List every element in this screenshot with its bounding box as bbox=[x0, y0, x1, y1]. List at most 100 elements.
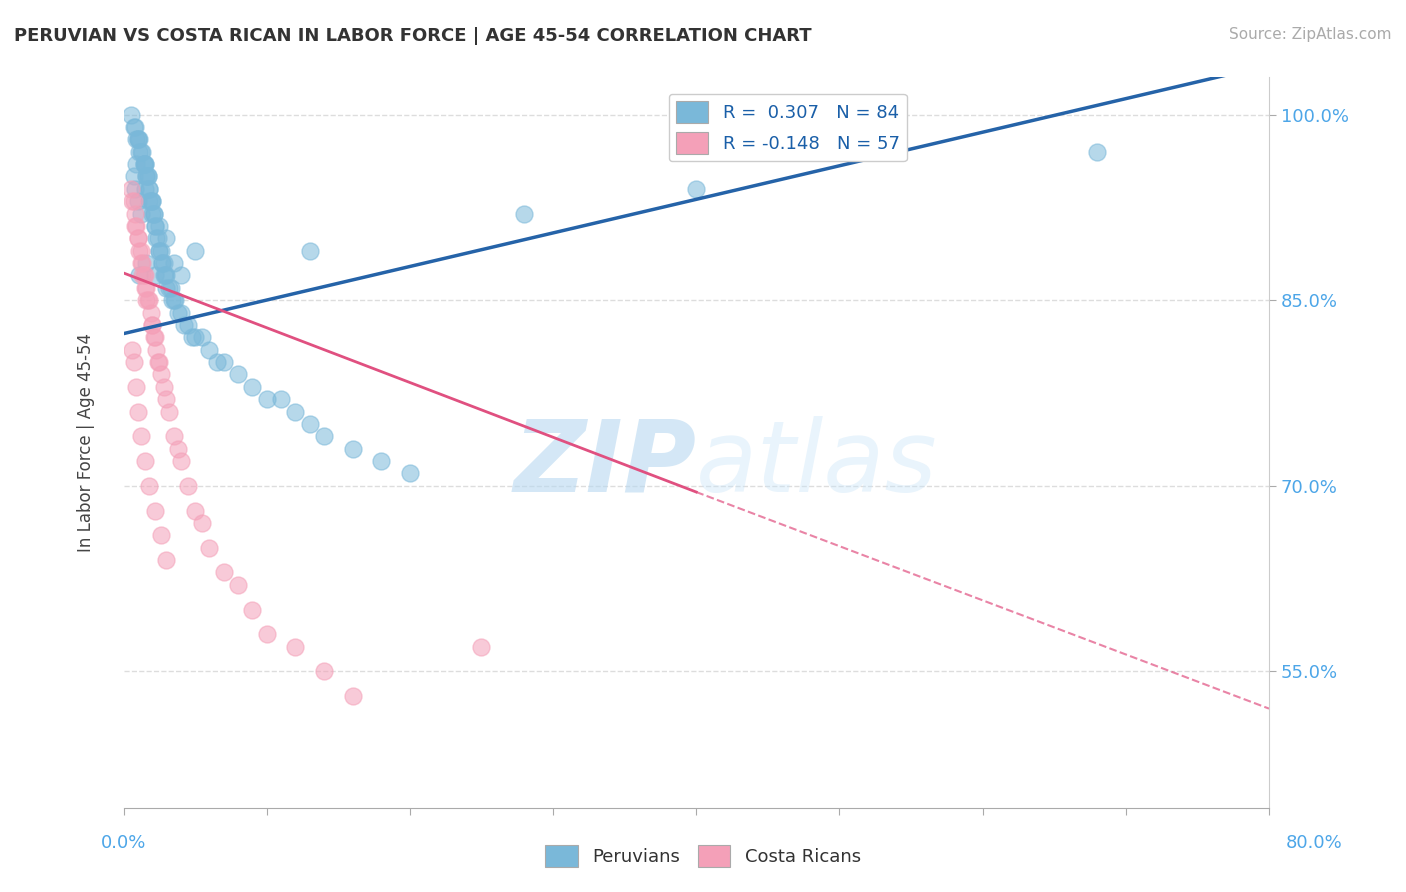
Point bbox=[131, 145, 153, 159]
Point bbox=[205, 355, 228, 369]
Point bbox=[131, 256, 153, 270]
Point bbox=[127, 132, 149, 146]
Point bbox=[177, 318, 200, 332]
Point bbox=[125, 380, 148, 394]
Point bbox=[212, 355, 235, 369]
Point bbox=[122, 120, 145, 134]
Point bbox=[134, 281, 156, 295]
Point bbox=[256, 392, 278, 407]
Point bbox=[125, 219, 148, 233]
Point bbox=[152, 380, 174, 394]
Point bbox=[162, 256, 184, 270]
Point bbox=[138, 182, 160, 196]
Point bbox=[134, 268, 156, 283]
Legend: Peruvians, Costa Ricans: Peruvians, Costa Ricans bbox=[538, 838, 868, 874]
Point bbox=[124, 120, 146, 134]
Point bbox=[146, 231, 169, 245]
Point bbox=[148, 244, 170, 258]
Text: PERUVIAN VS COSTA RICAN IN LABOR FORCE | AGE 45-54 CORRELATION CHART: PERUVIAN VS COSTA RICAN IN LABOR FORCE |… bbox=[14, 27, 811, 45]
Point bbox=[129, 206, 152, 220]
Point bbox=[141, 318, 163, 332]
Point bbox=[370, 454, 392, 468]
Point bbox=[138, 293, 160, 308]
Point bbox=[124, 206, 146, 220]
Point bbox=[1085, 145, 1108, 159]
Point bbox=[120, 182, 142, 196]
Text: atlas: atlas bbox=[696, 416, 938, 513]
Point bbox=[128, 132, 150, 146]
Point bbox=[134, 157, 156, 171]
Point bbox=[170, 268, 193, 283]
Text: 0.0%: 0.0% bbox=[101, 834, 146, 852]
Point bbox=[181, 330, 204, 344]
Point bbox=[146, 355, 169, 369]
Point bbox=[124, 219, 146, 233]
Point bbox=[155, 268, 177, 283]
Point bbox=[150, 256, 173, 270]
Point bbox=[160, 293, 183, 308]
Point bbox=[167, 305, 190, 319]
Point bbox=[134, 157, 156, 171]
Point bbox=[226, 578, 249, 592]
Point bbox=[143, 219, 166, 233]
Text: ZIP: ZIP bbox=[513, 416, 696, 513]
Point bbox=[139, 194, 162, 209]
Point bbox=[134, 182, 156, 196]
Point bbox=[152, 256, 174, 270]
Point bbox=[162, 429, 184, 443]
Point bbox=[138, 182, 160, 196]
Point bbox=[135, 169, 157, 184]
Point bbox=[141, 318, 163, 332]
Point bbox=[155, 281, 177, 295]
Point bbox=[128, 268, 150, 283]
Point bbox=[124, 182, 146, 196]
Point bbox=[173, 318, 195, 332]
Point bbox=[198, 541, 221, 555]
Point bbox=[128, 244, 150, 258]
Point bbox=[122, 194, 145, 209]
Point bbox=[157, 281, 180, 295]
Point bbox=[198, 343, 221, 357]
Point bbox=[191, 516, 214, 530]
Point bbox=[342, 442, 364, 456]
Text: 80.0%: 80.0% bbox=[1286, 834, 1343, 852]
Point bbox=[134, 454, 156, 468]
Point bbox=[145, 231, 167, 245]
Point bbox=[132, 157, 155, 171]
Point bbox=[127, 231, 149, 245]
Point bbox=[136, 169, 159, 184]
Point bbox=[284, 404, 307, 418]
Point bbox=[127, 231, 149, 245]
Point bbox=[148, 244, 170, 258]
Point bbox=[155, 231, 177, 245]
Point bbox=[120, 107, 142, 121]
Point bbox=[125, 157, 148, 171]
Point bbox=[141, 206, 163, 220]
Point bbox=[155, 392, 177, 407]
Point bbox=[191, 330, 214, 344]
Point bbox=[122, 169, 145, 184]
Point bbox=[129, 145, 152, 159]
Point bbox=[148, 219, 170, 233]
Point bbox=[284, 640, 307, 654]
Point bbox=[143, 219, 166, 233]
Point bbox=[162, 293, 184, 308]
Point bbox=[256, 627, 278, 641]
Point bbox=[153, 268, 176, 283]
Point bbox=[142, 206, 165, 220]
Point bbox=[165, 293, 187, 308]
Point bbox=[129, 256, 152, 270]
Point bbox=[149, 244, 172, 258]
Point bbox=[312, 429, 335, 443]
Point bbox=[141, 194, 163, 209]
Point bbox=[138, 194, 160, 209]
Point bbox=[143, 503, 166, 517]
Point bbox=[132, 157, 155, 171]
Point bbox=[149, 528, 172, 542]
Y-axis label: In Labor Force | Age 45-54: In Labor Force | Age 45-54 bbox=[77, 333, 94, 552]
Point bbox=[170, 454, 193, 468]
Point bbox=[242, 380, 264, 394]
Point bbox=[127, 194, 149, 209]
Point bbox=[129, 244, 152, 258]
Point bbox=[135, 169, 157, 184]
